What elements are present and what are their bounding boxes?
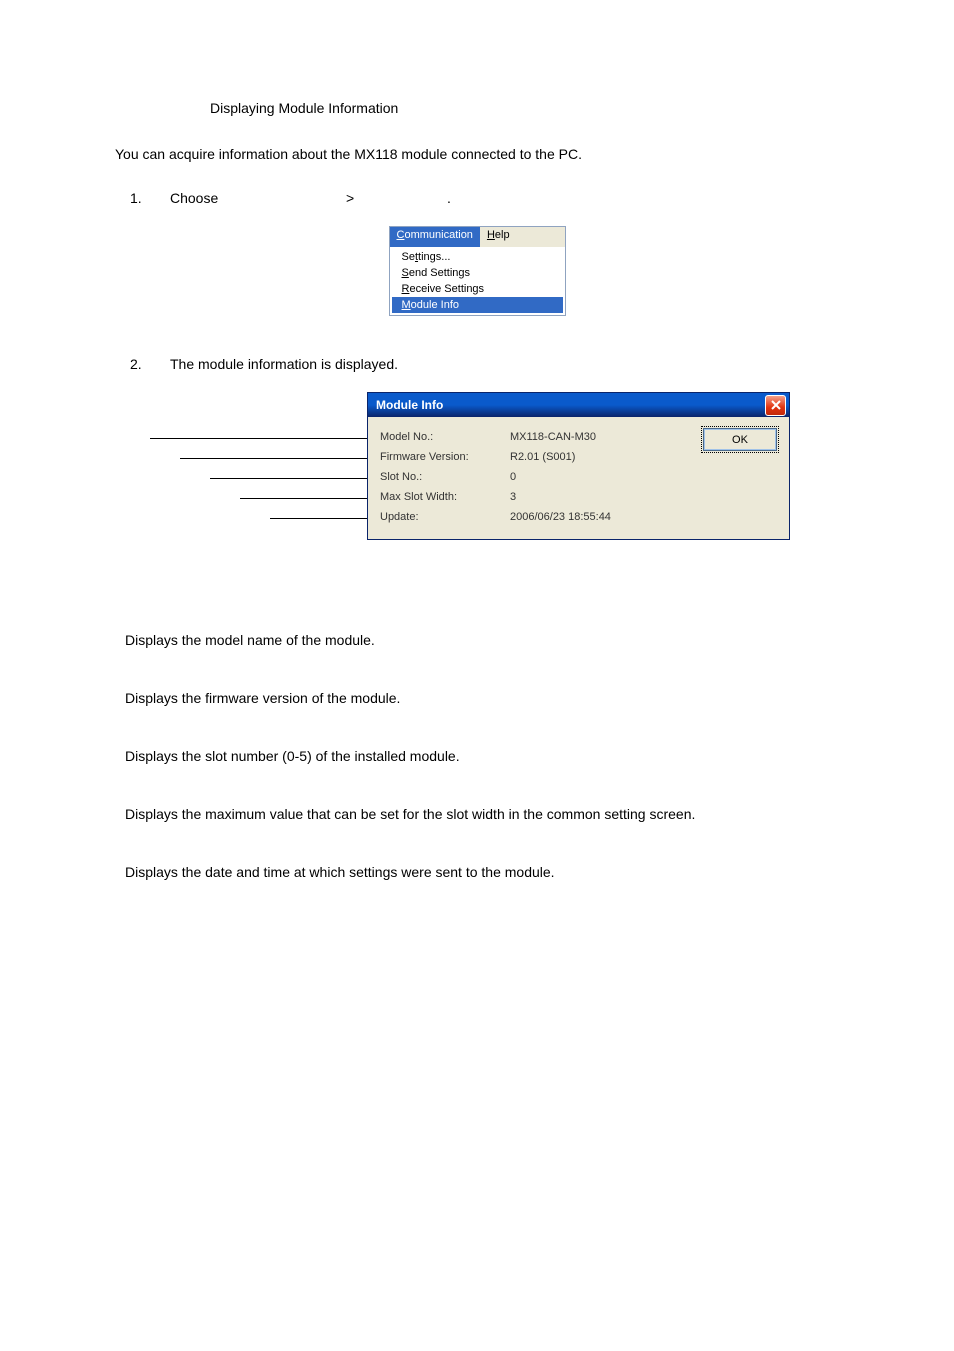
step-1: 1. Choose > . <box>130 190 839 206</box>
info-value: R2.01 (S001) <box>510 451 575 463</box>
intro-text: You can acquire information about the MX… <box>115 146 839 162</box>
step-number: 2. <box>130 356 170 372</box>
module-info-dialog: Module Info Model No.: MX118-CAN-M30 Fir… <box>367 392 790 540</box>
menu-help[interactable]: Help <box>480 227 517 247</box>
dialog-area: Module Info Model No.: MX118-CAN-M30 Fir… <box>115 392 839 562</box>
menu-item-send[interactable]: Send Settings <box>392 265 563 281</box>
close-icon <box>771 400 781 410</box>
info-row-update: Update: 2006/06/23 18:55:44 <box>380 507 777 527</box>
info-label: Model No.: <box>380 431 510 443</box>
close-button[interactable] <box>765 395 786 416</box>
dialog-title: Module Info <box>376 398 443 412</box>
dialog-titlebar: Module Info <box>368 393 789 417</box>
menu-item-settings[interactable]: Settings... <box>392 249 563 265</box>
info-row-slot: Slot No.: 0 <box>380 467 777 487</box>
definition-maxwidth: Displays the maximum value that can be s… <box>125 806 839 822</box>
menu-item-receive[interactable]: Receive Settings <box>392 281 563 297</box>
definition-firmware: Displays the firmware version of the mod… <box>125 690 839 706</box>
info-label: Firmware Version: <box>380 451 510 463</box>
info-label: Update: <box>380 511 510 523</box>
info-value: MX118-CAN-M30 <box>510 431 596 443</box>
info-row-maxwidth: Max Slot Width: 3 <box>380 487 777 507</box>
info-value: 2006/06/23 18:55:44 <box>510 511 611 523</box>
menu-item-module-info[interactable]: Module Info <box>392 297 563 313</box>
step-separator: > <box>346 190 354 206</box>
info-value: 3 <box>510 491 516 503</box>
ok-button-label: OK <box>732 434 748 446</box>
definition-model: Displays the model name of the module. <box>125 632 839 648</box>
menu-widget: Communication Help Settings... Send Sett… <box>389 226 566 316</box>
callout-line <box>150 438 400 439</box>
menu-communication-label: ommunication <box>404 229 472 241</box>
step-number: 1. <box>130 190 170 206</box>
ok-button[interactable]: OK <box>703 428 777 451</box>
step-2: 2. The module information is displayed. <box>130 356 839 372</box>
definition-update: Displays the date and time at which sett… <box>125 864 839 880</box>
step-text-part: Choose <box>170 190 218 206</box>
section-heading: Displaying Module Information <box>210 100 839 116</box>
menu-dropdown: Settings... Send Settings Receive Settin… <box>390 247 565 315</box>
step-dot: . <box>447 190 451 206</box>
info-label: Max Slot Width: <box>380 491 510 503</box>
step-text: The module information is displayed. <box>170 356 398 372</box>
info-value: 0 <box>510 471 516 483</box>
menu-help-label: elp <box>495 229 510 241</box>
definition-slot: Displays the slot number (0-5) of the in… <box>125 748 839 764</box>
menu-communication[interactable]: Communication <box>390 227 480 247</box>
document-page: Displaying Module Information You can ac… <box>0 0 954 982</box>
step-text: Choose > . <box>170 190 451 206</box>
info-label: Slot No.: <box>380 471 510 483</box>
menu-bar: Communication Help <box>390 227 565 247</box>
